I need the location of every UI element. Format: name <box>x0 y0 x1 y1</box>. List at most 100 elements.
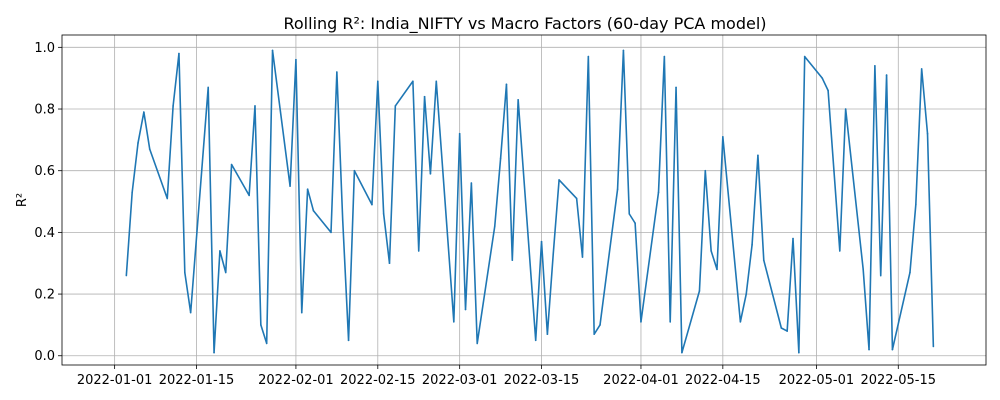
data-point <box>798 351 800 354</box>
data-point <box>716 268 718 271</box>
data-point <box>675 86 677 89</box>
y-tick-label: 0.6 <box>34 164 55 179</box>
data-point <box>189 311 192 314</box>
data-point <box>839 250 841 252</box>
data-point <box>330 231 332 234</box>
data-point <box>628 213 631 215</box>
data-point <box>739 321 742 323</box>
data-point <box>710 250 712 252</box>
data-point <box>593 333 595 335</box>
data-point <box>178 52 180 55</box>
data-point <box>622 49 625 52</box>
data-point <box>575 197 578 200</box>
data-point <box>248 194 250 197</box>
data-point <box>184 271 186 274</box>
data-point <box>844 108 847 110</box>
data-point <box>909 271 911 274</box>
data-point <box>125 274 128 277</box>
data-point <box>341 219 344 221</box>
data-point <box>581 256 584 258</box>
data-point <box>371 203 373 206</box>
data-point <box>599 324 601 326</box>
x-tick-label: 2022-03-15 <box>504 373 580 388</box>
data-point <box>499 157 502 160</box>
data-point <box>131 191 133 194</box>
series-layer <box>125 49 935 354</box>
data-point <box>698 290 701 292</box>
data-point <box>224 271 227 274</box>
x-tick-label: 2022-05-15 <box>860 373 936 388</box>
data-point <box>505 83 508 86</box>
data-point <box>885 74 888 76</box>
x-tick-label: 2022-02-15 <box>340 373 416 388</box>
data-point <box>435 80 438 83</box>
data-point <box>669 321 671 323</box>
data-point <box>704 169 707 172</box>
data-point <box>336 71 338 73</box>
data-point <box>300 311 303 314</box>
data-point <box>493 225 496 228</box>
plot-area-frame <box>61 34 987 366</box>
data-point <box>347 339 350 342</box>
x-tick-label: 2022-04-15 <box>685 373 761 388</box>
chart-title: Rolling R²: India_NIFTY vs Macro Factors… <box>283 14 766 34</box>
data-point <box>429 172 432 175</box>
x-tick-label: 2022-04-01 <box>603 373 679 388</box>
data-point <box>207 86 209 89</box>
data-point <box>920 68 923 70</box>
data-point <box>254 105 256 107</box>
data-point <box>172 105 174 107</box>
data-point <box>891 348 894 351</box>
data-point <box>388 262 391 265</box>
data-point <box>377 80 379 83</box>
data-point <box>751 243 753 246</box>
data-point <box>312 209 315 212</box>
data-point <box>265 342 268 345</box>
data-point <box>879 274 882 277</box>
data-point <box>517 98 519 101</box>
data-point <box>148 148 151 150</box>
data-point <box>394 105 397 107</box>
data-point <box>821 77 824 79</box>
data-point <box>453 321 455 323</box>
y-axis-title: R² <box>15 193 30 207</box>
data-point <box>464 308 467 311</box>
data-point <box>417 250 420 252</box>
data-point <box>587 55 590 58</box>
data-point <box>745 293 748 295</box>
data-point <box>932 345 935 348</box>
data-point <box>260 324 262 326</box>
data-point <box>458 132 461 135</box>
data-point <box>552 253 555 255</box>
ticks: 2022-01-01 2022-01-15 2022-02-01 2022-02-15… <box>34 41 936 388</box>
data-point <box>663 55 666 58</box>
data-point <box>780 327 783 329</box>
data-point <box>862 268 864 271</box>
data-point <box>540 240 543 243</box>
data-point <box>412 80 414 83</box>
data-point <box>757 154 759 157</box>
data-point <box>874 65 876 67</box>
data-point <box>546 333 549 335</box>
data-point <box>534 339 537 342</box>
data-point <box>926 132 929 135</box>
data-point <box>289 185 291 187</box>
data-point <box>803 55 806 58</box>
data-point <box>827 89 829 92</box>
y-tick-label: 0.8 <box>34 103 55 118</box>
data-point <box>306 188 309 191</box>
data-point <box>143 111 145 113</box>
data-point <box>382 213 385 215</box>
x-tick-label: 2022-03-01 <box>422 373 498 388</box>
data-point <box>616 188 619 191</box>
data-point <box>219 250 221 252</box>
x-tick-label: 2022-01-15 <box>159 373 235 388</box>
data-point <box>137 142 139 144</box>
data-point <box>511 259 514 261</box>
data-point <box>423 95 426 98</box>
data-point <box>476 342 479 345</box>
y-tick-label: 1.0 <box>34 41 55 56</box>
data-point <box>634 222 636 224</box>
